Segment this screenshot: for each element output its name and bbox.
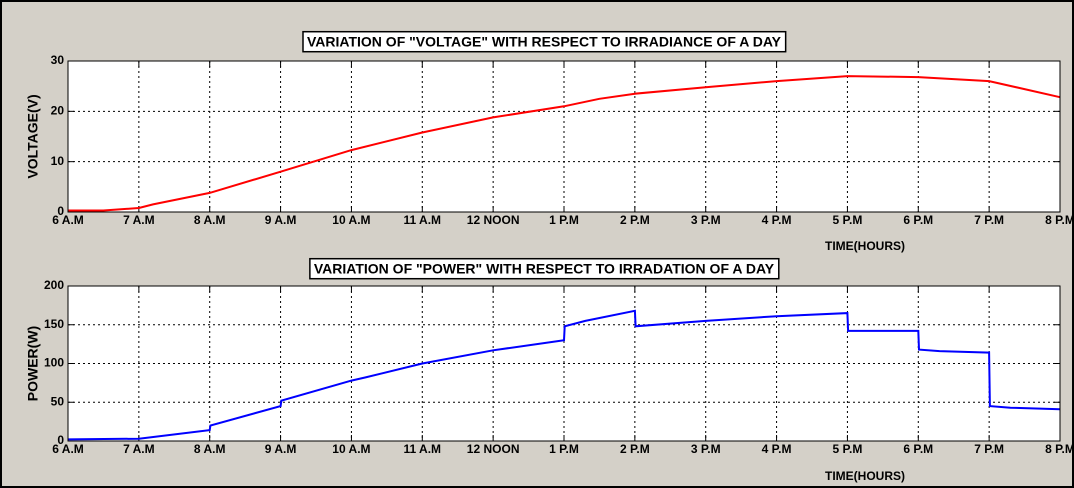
x-tick-label: 7 P.M <box>974 442 1004 456</box>
x-tick-label: 5 P.M <box>833 442 863 456</box>
x-tick-label: 12 NOON <box>467 442 520 456</box>
data-line <box>68 75 1061 212</box>
x-tick-label: 7 P.M <box>974 213 1004 227</box>
x-tick-label: 9 A.M <box>265 442 297 456</box>
x-tick-label: 6 P.M <box>903 213 933 227</box>
y-tick-label: 0 <box>57 204 64 218</box>
x-tick-label: 6 P.M <box>903 442 933 456</box>
x-tick-label: 3 P.M <box>691 213 721 227</box>
y-axis-label: VOLTAGE(V) <box>25 94 41 178</box>
x-tick-label: 7 A.M <box>123 213 155 227</box>
y-tick-label: 10 <box>51 154 65 168</box>
x-tick-label: 1 P.M <box>549 442 579 456</box>
y-tick-label: 30 <box>51 53 65 67</box>
x-tick-label: 2 P.M <box>620 213 650 227</box>
x-tick-label: 8 A.M <box>194 213 226 227</box>
chart-title: VARIATION OF "POWER" WITH RESPECT TO IRR… <box>314 261 775 277</box>
axes-frame <box>67 60 1061 213</box>
y-tick-label: 0 <box>57 433 64 447</box>
x-axis-label: TIME(HOURS) <box>825 469 905 483</box>
x-tick-label: 4 P.M <box>762 442 792 456</box>
data-line <box>67 309 1061 441</box>
x-tick-label: 12 NOON <box>467 213 520 227</box>
x-tick-label: 6 A.M <box>52 442 84 456</box>
x-tick-label: 11 A.M <box>403 442 441 456</box>
chart-title: VARIATION OF "VOLTAGE" WITH RESPECT TO I… <box>307 34 782 50</box>
x-tick-label: 9 A.M <box>265 213 297 227</box>
x-tick-label: 8 P.M <box>1045 213 1074 227</box>
y-tick-label: 150 <box>44 317 64 331</box>
y-tick-label: 20 <box>51 104 65 118</box>
x-tick-label: 4 P.M <box>762 213 792 227</box>
x-tick-label: 8 A.M <box>194 442 226 456</box>
x-tick-label: 7 A.M <box>123 442 155 456</box>
y-tick-label: 50 <box>51 394 65 408</box>
x-tick-label: 10 A.M <box>332 213 370 227</box>
x-tick-label: 8 P.M <box>1045 442 1074 456</box>
x-tick-label: 11 A.M <box>403 213 441 227</box>
y-tick-label: 200 <box>44 278 64 292</box>
x-tick-label: 6 A.M <box>52 213 84 227</box>
axes-frame <box>67 285 1061 442</box>
x-axis-label: TIME(HOURS) <box>825 239 905 253</box>
title-box <box>309 257 780 280</box>
x-tick-label: 3 P.M <box>691 442 721 456</box>
x-tick-label: 1 P.M <box>549 213 579 227</box>
x-tick-label: 2 P.M <box>620 442 650 456</box>
title-box <box>302 30 787 53</box>
x-tick-label: 5 P.M <box>833 213 863 227</box>
y-axis-label: POWER(W) <box>25 326 41 401</box>
y-tick-label: 100 <box>44 356 64 370</box>
x-tick-label: 10 A.M <box>332 442 370 456</box>
